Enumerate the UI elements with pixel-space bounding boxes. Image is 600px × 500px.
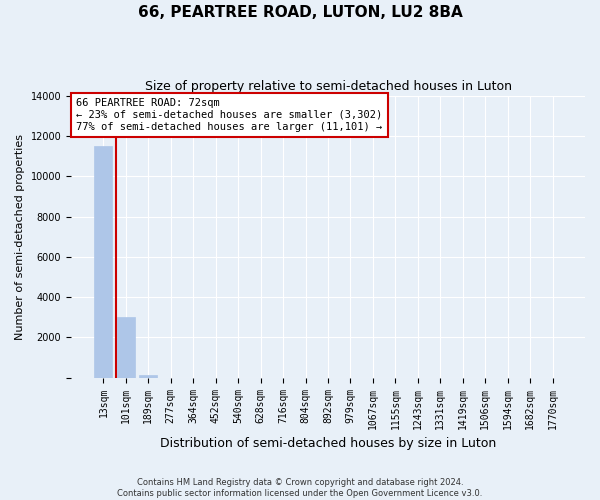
Bar [94, 146, 112, 378]
Text: 66 PEARTREE ROAD: 72sqm
← 23% of semi-detached houses are smaller (3,302)
77% of: 66 PEARTREE ROAD: 72sqm ← 23% of semi-de… [76, 98, 382, 132]
Bar [139, 375, 157, 378]
Title: Size of property relative to semi-detached houses in Luton: Size of property relative to semi-detach… [145, 80, 512, 93]
Text: Contains HM Land Registry data © Crown copyright and database right 2024.
Contai: Contains HM Land Registry data © Crown c… [118, 478, 482, 498]
Text: 66, PEARTREE ROAD, LUTON, LU2 8BA: 66, PEARTREE ROAD, LUTON, LU2 8BA [137, 5, 463, 20]
X-axis label: Distribution of semi-detached houses by size in Luton: Distribution of semi-detached houses by … [160, 437, 496, 450]
Y-axis label: Number of semi-detached properties: Number of semi-detached properties [15, 134, 25, 340]
Bar [117, 318, 135, 378]
